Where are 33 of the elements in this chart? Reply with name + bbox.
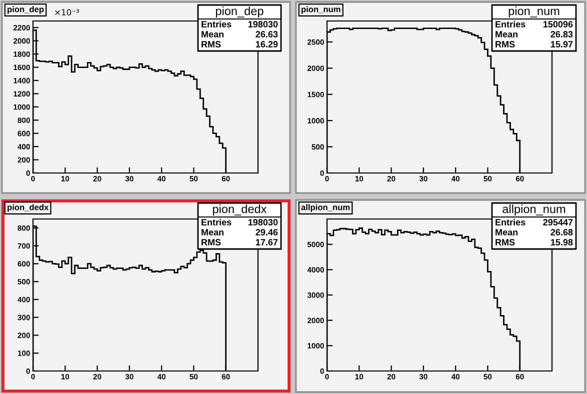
- annotation: Entries: [202, 218, 232, 226]
- annotation: Mean: [202, 31, 224, 38]
- annotation: RMS: [202, 41, 221, 48]
- annotation: Mean: [496, 229, 518, 236]
- text: pion_dep: [216, 6, 264, 18]
- chart-title: allpion_num: [301, 204, 350, 212]
- annotation: 15.98: [550, 239, 573, 246]
- annotation: Mean: [202, 229, 224, 236]
- annotation: 295447: [543, 219, 573, 226]
- text: ×10⁻³: [55, 9, 79, 16]
- annotation: 17.67: [256, 239, 278, 246]
- annotation: Entries: [202, 20, 232, 28]
- text: pion_dedx: [213, 204, 267, 216]
- annotation: Entries: [496, 218, 526, 226]
- chart-title: pion_dep: [8, 6, 44, 14]
- annotation: 26.68: [550, 229, 573, 236]
- annotation: RMS: [202, 239, 221, 246]
- annotation: 15.97: [550, 41, 573, 48]
- text: pion_num: [508, 6, 560, 18]
- annotation: RMS: [496, 239, 515, 246]
- chart-title: pion_num: [302, 6, 340, 14]
- annotation: 16.29: [256, 41, 278, 48]
- annotation: 198030: [248, 219, 278, 226]
- annotation: 26.83: [550, 31, 573, 38]
- annotation: Mean: [496, 31, 518, 38]
- annotation: Entries: [496, 20, 526, 28]
- annotation: 150096: [543, 21, 573, 28]
- annotation: 26.63: [256, 31, 278, 38]
- annotation: RMS: [496, 41, 515, 48]
- annotation: 198030: [248, 21, 278, 28]
- annotation: 29.46: [256, 229, 278, 236]
- chart-title: pion_dedx: [8, 204, 49, 212]
- text: allpion_num: [502, 204, 566, 216]
